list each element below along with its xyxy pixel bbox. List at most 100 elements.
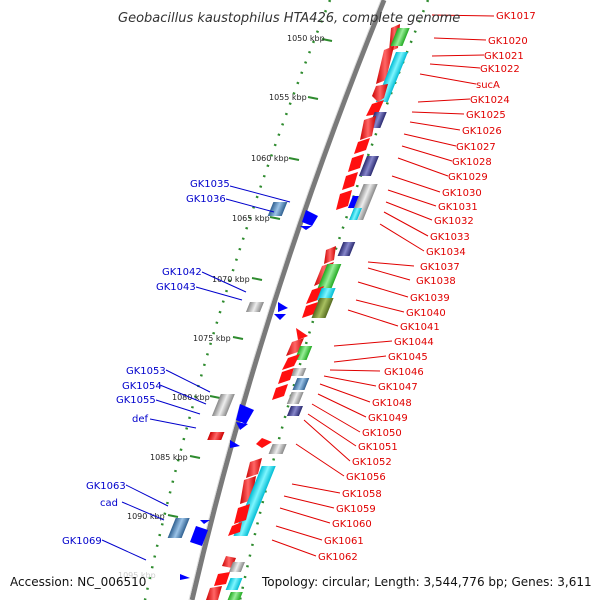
gene-label[interactable]: GK1042 — [162, 267, 202, 278]
gene-block — [245, 302, 264, 312]
gene-label[interactable]: GK1043 — [156, 282, 196, 293]
gene-block — [286, 392, 304, 404]
gene-arrow — [214, 572, 230, 586]
gene-label[interactable]: GK1040 — [406, 308, 446, 319]
gene-label[interactable]: GK1035 — [190, 179, 230, 190]
gene-label[interactable]: GK1054 — [122, 381, 162, 392]
gene-label[interactable]: GK1044 — [394, 337, 434, 348]
gene-label[interactable]: GK1032 — [434, 216, 474, 227]
gene-label[interactable]: GK1051 — [358, 442, 398, 453]
gene-arrow — [256, 438, 272, 448]
gene-arrow — [376, 46, 394, 84]
gene-label[interactable]: GK1024 — [470, 95, 510, 106]
gene-arrow — [324, 246, 336, 264]
gene-label[interactable]: GK1060 — [332, 519, 372, 530]
gene-label[interactable]: GK1031 — [438, 202, 478, 213]
gene-labels-left: GK1035 GK1036 GK1042 GK1043 GK1053 GK105… — [62, 179, 230, 547]
gene-block — [167, 518, 190, 538]
gene-label[interactable]: GK1053 — [126, 366, 166, 377]
gene-arrow — [274, 314, 286, 320]
kbp-label: 1075 kbp — [193, 334, 231, 343]
gene-block — [291, 368, 307, 376]
chromosome-backbone-highlight — [188, 0, 382, 600]
gene-label[interactable]: GK1027 — [456, 142, 496, 153]
leader-lines-left — [101, 185, 291, 561]
gene-label[interactable]: GK1033 — [430, 232, 470, 243]
gene-label[interactable]: cad — [100, 498, 118, 509]
gene-label[interactable]: GK1037 — [420, 262, 460, 273]
gene-arrow — [278, 368, 294, 384]
gene-block — [349, 208, 362, 220]
gene-label[interactable]: GK1021 — [484, 51, 524, 62]
gene-arrow — [206, 586, 222, 600]
kbp-tick-1075: 1075 kbp — [193, 334, 244, 343]
gene-label[interactable]: GK1039 — [410, 293, 450, 304]
kbp-label: 1095 kbp — [118, 571, 156, 580]
gene-label[interactable]: GK1020 — [488, 36, 528, 47]
gene-label[interactable]: GK1055 — [116, 395, 156, 406]
gene-arrow — [302, 210, 318, 226]
gene-label[interactable]: GK1038 — [416, 276, 456, 287]
gene-arrow — [354, 138, 370, 154]
gene-label[interactable]: GK1052 — [352, 457, 392, 468]
gene-label[interactable]: GK1041 — [400, 322, 440, 333]
gene-label[interactable]: GK1029 — [448, 172, 488, 183]
gene-arrow — [306, 286, 324, 304]
gene-block — [347, 196, 359, 208]
gene-label[interactable]: GK1058 — [342, 489, 382, 500]
gene-arrow — [234, 504, 250, 524]
scale-track-inner — [238, 0, 430, 600]
gene-label[interactable]: def — [132, 414, 149, 425]
gene-label[interactable]: GK1022 — [480, 64, 520, 75]
gene-label[interactable]: sucA — [476, 80, 500, 91]
gene-label[interactable]: GK1069 — [62, 536, 102, 547]
gene-label[interactable]: GK1025 — [466, 110, 506, 121]
kbp-tick-1065: 1065 kbp — [232, 214, 281, 223]
kbp-label: 1070 kbp — [212, 275, 250, 284]
kbp-tick-1070: 1070 kbp — [212, 275, 263, 284]
gene-label[interactable]: GK1036 — [186, 194, 226, 205]
gene-label[interactable]: GK1028 — [452, 157, 492, 168]
gene-label[interactable]: GK1045 — [388, 352, 428, 363]
gene-block — [211, 394, 235, 416]
gene-arrow — [360, 116, 376, 140]
gene-block — [207, 432, 225, 440]
gene-label[interactable]: GK1050 — [362, 428, 402, 439]
gene-labels-right: GK1017 GK1020 GK1021 GK1022 sucA GK1024 … — [318, 11, 536, 563]
kbp-tick-1090: 1090 kbp — [127, 512, 179, 521]
gene-arrow — [348, 154, 364, 172]
gene-arrow — [180, 574, 190, 580]
gene-label[interactable]: GK1046 — [384, 367, 424, 378]
gene-label[interactable]: GK1063 — [86, 481, 126, 492]
gene-arrow — [190, 526, 208, 546]
gene-block — [316, 288, 336, 300]
gene-block — [228, 562, 245, 572]
gene-arrow — [236, 422, 248, 430]
gene-label[interactable]: GK1049 — [368, 413, 408, 424]
kbp-tick-1060: 1060 kbp — [251, 154, 300, 163]
gene-label[interactable]: GK1030 — [442, 188, 482, 199]
chromosome-backbone — [189, 0, 387, 600]
gene-block — [227, 592, 243, 600]
gene-arrow — [282, 354, 300, 370]
gene-block — [337, 242, 356, 256]
gene-label[interactable]: GK1048 — [372, 398, 412, 409]
gene-block — [358, 156, 379, 176]
gene-label[interactable]: GK1034 — [426, 247, 466, 258]
gene-label[interactable]: GK1017 — [496, 11, 536, 22]
outer-strand-features — [167, 202, 318, 580]
kbp-tick-1095: 1095 kbp — [118, 571, 156, 580]
gene-block — [292, 378, 310, 390]
gene-label[interactable]: GK1056 — [346, 472, 386, 483]
gene-label[interactable]: GK1047 — [378, 382, 418, 393]
gene-arrow — [300, 226, 312, 230]
topology-text: Topology: circular; Length: 3,544,776 bp… — [261, 575, 592, 589]
gene-label[interactable]: GK1026 — [462, 126, 502, 137]
gene-label[interactable]: GK1059 — [336, 504, 376, 515]
kbp-tick-1050: 1050 kbp — [287, 34, 333, 43]
gene-label[interactable]: GK1062 — [318, 552, 358, 563]
gene-label[interactable]: GK1061 — [324, 536, 364, 547]
gene-arrow — [272, 384, 288, 400]
gene-block — [286, 406, 303, 416]
